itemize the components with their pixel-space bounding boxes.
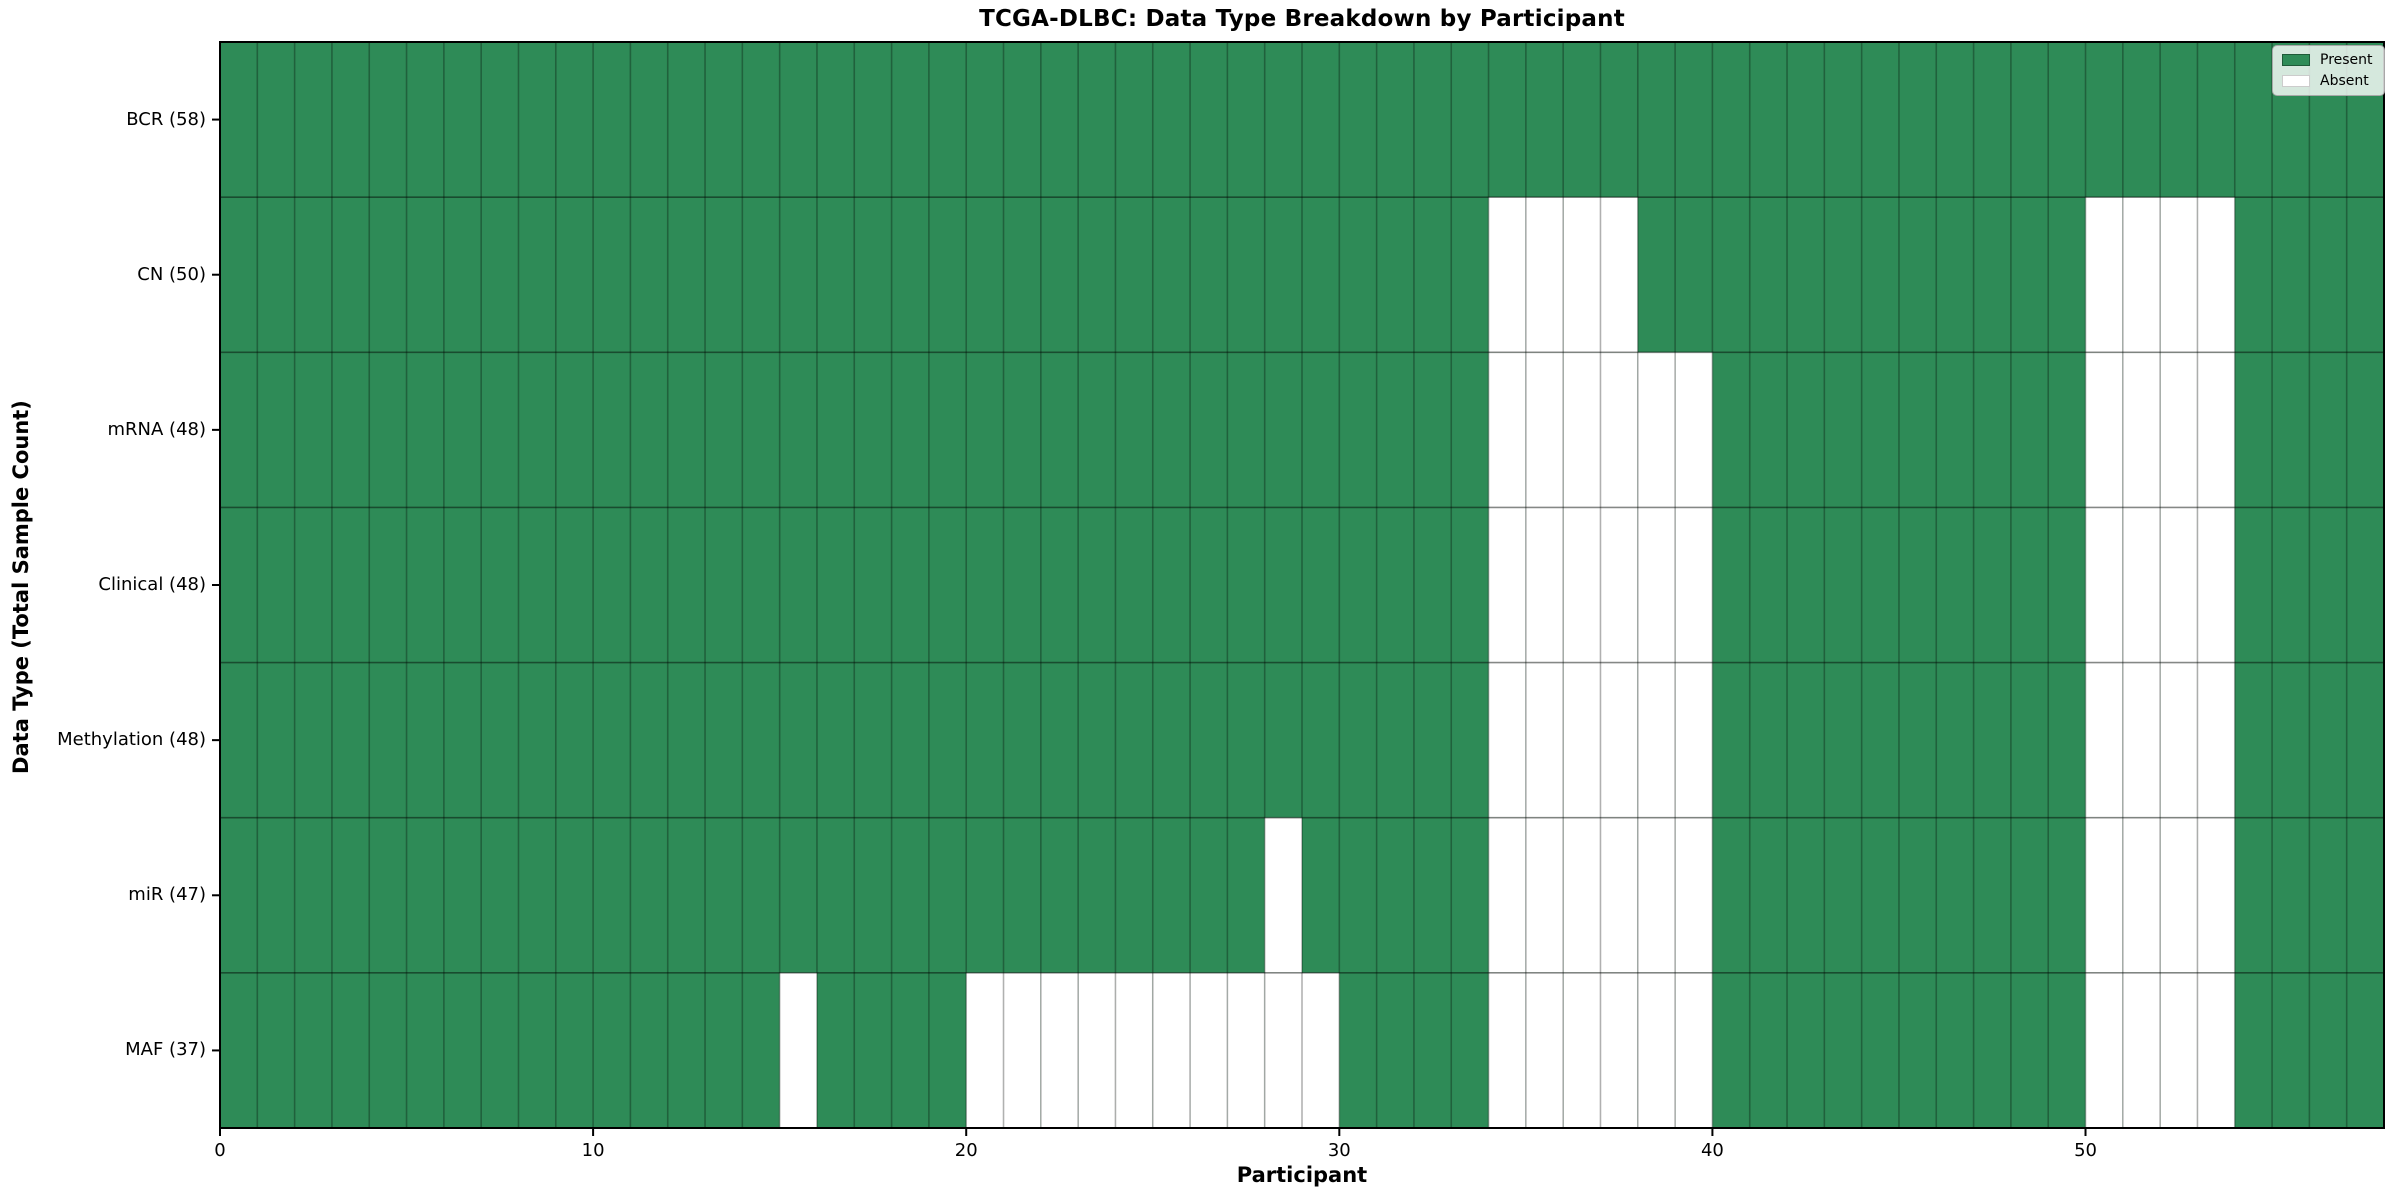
absent-cell — [2122, 662, 2161, 818]
absent-cell — [2160, 817, 2198, 973]
absent-cell — [1078, 972, 1116, 1128]
y-tick-label: Clinical (48) — [98, 574, 206, 595]
absent-cell — [1600, 197, 1638, 353]
absent-cell — [2085, 352, 2123, 508]
absent-cell — [1227, 972, 1265, 1128]
absent-cell — [2197, 507, 2235, 663]
absent-cell — [1563, 197, 1601, 353]
absent-cell — [1563, 352, 1601, 508]
absent-cell — [1675, 507, 1713, 663]
x-tick-label: 30 — [1327, 1140, 1351, 1161]
absent-cell — [2160, 507, 2198, 663]
y-tick-label: BCR (58) — [126, 108, 206, 130]
y-tick-label: Methylation (48) — [57, 729, 206, 751]
absent-cell — [1600, 972, 1638, 1128]
x-axis-title: Participant — [1236, 1163, 1368, 1187]
absent-cell — [2085, 662, 2123, 818]
absent-cell — [1264, 972, 1302, 1128]
absent-cell — [1675, 352, 1713, 508]
absent-cell — [2197, 662, 2235, 818]
absent-cell — [1600, 817, 1638, 973]
legend-item-present: Present — [2282, 53, 2373, 67]
absent-cell — [1525, 352, 1564, 508]
legend-item-absent: Absent — [2282, 74, 2373, 88]
x-tick-label: 40 — [1700, 1140, 1724, 1161]
absent-cell — [1525, 197, 1564, 353]
absent-cell — [1488, 972, 1526, 1128]
present-swatch-icon — [2282, 54, 2310, 66]
absent-cell — [1003, 972, 1041, 1128]
absent-cell — [2122, 817, 2161, 973]
legend-label-absent: Absent — [2320, 73, 2369, 89]
absent-cell — [1525, 662, 1564, 818]
absent-cell — [1525, 507, 1564, 663]
absent-cell — [2122, 507, 2161, 663]
absent-cell — [1525, 817, 1564, 973]
y-tick-label: CN (50) — [137, 263, 206, 285]
absent-cell — [1264, 817, 1302, 973]
absent-cell — [2197, 352, 2235, 508]
absent-cell — [2160, 662, 2198, 818]
absent-cell — [1637, 817, 1676, 973]
absent-cell — [1563, 507, 1601, 663]
absent-cell — [1488, 197, 1526, 353]
absent-cell — [1600, 507, 1638, 663]
absent-cell — [1675, 662, 1713, 818]
absent-cell — [2197, 197, 2235, 353]
absent-cell — [1488, 817, 1526, 973]
absent-cell — [2085, 817, 2123, 973]
y-axis-title: Data Type (Total Sample Count) — [9, 400, 33, 774]
absent-cell — [2160, 972, 2198, 1128]
x-tick-label: 0 — [214, 1140, 226, 1161]
absent-cell — [1637, 972, 1676, 1128]
absent-cell — [2085, 972, 2123, 1128]
y-tick-label: MAF (37) — [125, 1039, 206, 1061]
absent-cell — [1115, 972, 1153, 1128]
x-tick-label: 50 — [2074, 1140, 2097, 1161]
absent-cell — [2085, 507, 2123, 663]
absent-cell — [2160, 197, 2198, 353]
absent-cell — [1488, 662, 1526, 818]
absent-cell — [966, 972, 1004, 1128]
absent-cell — [2197, 817, 2235, 973]
absent-cell — [1302, 972, 1340, 1128]
absent-cell — [1525, 972, 1564, 1128]
absent-cell — [1040, 972, 1079, 1128]
absent-cell — [1152, 972, 1191, 1128]
absent-cell — [2160, 352, 2198, 508]
absent-cell — [1563, 817, 1601, 973]
absent-cell — [2122, 197, 2161, 353]
absent-cell — [1563, 662, 1601, 818]
absent-cell — [1488, 507, 1526, 663]
absent-cell — [1637, 507, 1676, 663]
chart-title: TCGA-DLBC: Data Type Breakdown by Partic… — [979, 6, 1625, 32]
y-tick-label: mRNA (48) — [107, 418, 207, 440]
absent-cell — [2085, 197, 2123, 353]
y-tick-label: miR (47) — [128, 884, 206, 906]
x-tick-label: 10 — [581, 1140, 605, 1161]
absent-cell — [1637, 662, 1676, 818]
absent-cell — [1600, 352, 1638, 508]
absent-cell — [1637, 352, 1676, 508]
legend-label-present: Present — [2320, 52, 2373, 68]
absent-cell — [1190, 972, 1228, 1128]
absent-cell — [2197, 972, 2235, 1128]
absent-cell — [2122, 352, 2161, 508]
absent-cell — [1563, 972, 1601, 1128]
absent-swatch-icon — [2282, 75, 2310, 87]
absent-cell — [1488, 352, 1526, 508]
legend: Present Absent — [2272, 45, 2385, 96]
absent-cell — [1600, 662, 1638, 818]
absent-cell — [779, 972, 817, 1128]
absent-cell — [2122, 972, 2161, 1128]
absent-cell — [1675, 972, 1713, 1128]
x-tick-label: 20 — [954, 1140, 978, 1161]
absent-cell — [1675, 817, 1713, 973]
